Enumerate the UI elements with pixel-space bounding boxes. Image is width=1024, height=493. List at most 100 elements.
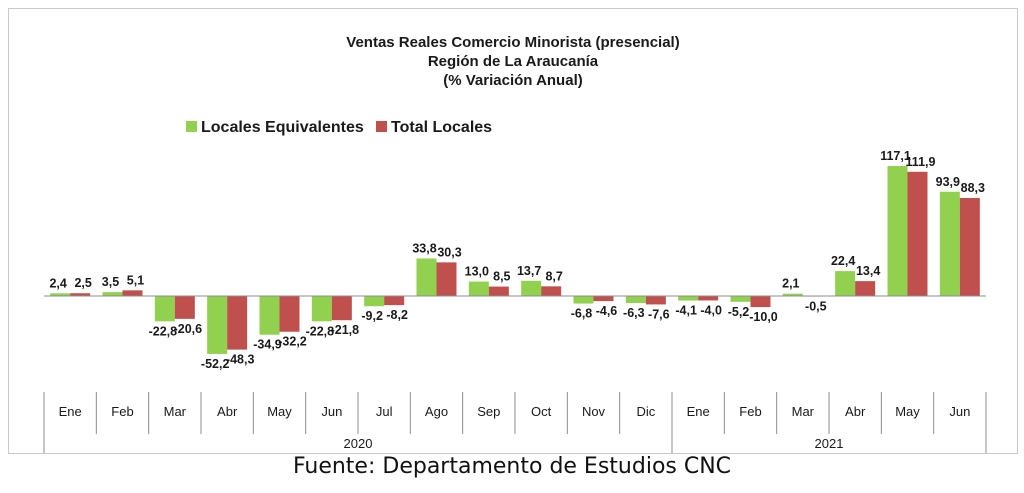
x-tick-label: May [267, 404, 292, 419]
data-labels: 2,4 2,5 3,5 5,1-22,8-20,6-52,2-48,3-34,9-32… [49, 149, 985, 371]
year-group-label: 2020 [344, 436, 373, 451]
data-label: -6,3 [623, 306, 645, 320]
chart-title-line: Región de La Araucanía [428, 53, 599, 70]
x-tick-label: Feb [739, 404, 761, 419]
data-label: 111,9 [906, 155, 936, 169]
x-tick-label: Sep [477, 404, 500, 419]
data-label: 33,8 [412, 241, 436, 255]
data-label: 5,1 [127, 273, 144, 287]
x-tick-label: Jun [949, 404, 970, 419]
x-tick-label: Oct [531, 404, 552, 419]
bar [436, 262, 457, 296]
data-label: 13,7 [517, 264, 541, 278]
data-label: 22,4 [831, 254, 855, 268]
data-label: 2,5 [74, 276, 91, 290]
data-label: 117,1 [880, 149, 911, 163]
legend-swatch [186, 121, 197, 132]
data-label: -22,8 [149, 324, 178, 338]
data-label: -7,6 [648, 307, 670, 321]
bar [750, 296, 771, 308]
bar [488, 286, 509, 296]
data-label: 93,9 [936, 175, 960, 189]
data-label: -5,2 [728, 305, 750, 319]
chart-title-line: (% Variación Anual) [443, 72, 582, 89]
legend-label: Total Locales [391, 119, 492, 136]
year-group-label: 2021 [815, 436, 844, 451]
chart-title: Ventas Reales Comercio Minorista (presen… [346, 34, 679, 89]
x-tick-label: Jul [376, 404, 393, 419]
data-label: -52,2 [201, 357, 230, 371]
x-tick-label: Mar [792, 404, 815, 419]
data-label: 13,4 [856, 264, 880, 278]
x-tick-label: Ene [687, 404, 710, 419]
data-label: -0,5 [805, 300, 827, 314]
legend: Locales Equivalentes Total Locales [186, 119, 492, 136]
bar [678, 296, 699, 301]
x-tick-label: Abr [217, 404, 238, 419]
bar [259, 296, 280, 335]
data-label: -6,8 [571, 307, 593, 321]
bar [835, 271, 856, 296]
data-label: -34,9 [253, 338, 282, 352]
x-axis: Ene Feb Mar Abr May Jun Jul Ago Sep Oct Nov Dic Ene F… [43, 295, 987, 453]
data-label: -4,1 [675, 304, 697, 318]
legend-swatch [376, 121, 387, 132]
x-tick-label: Nov [582, 404, 606, 419]
bar [227, 296, 248, 350]
data-label: -10,0 [749, 310, 778, 324]
data-label: -8,2 [386, 308, 408, 322]
data-label: -22,8 [306, 324, 335, 338]
bar [364, 296, 385, 307]
x-tick-label: Feb [111, 404, 133, 419]
bar [645, 296, 666, 305]
chart-frame: Ventas Reales Comercio Minorista (presen… [8, 8, 1018, 454]
bar [122, 290, 143, 296]
bar [521, 280, 542, 296]
bar [174, 296, 195, 319]
data-label: 8,5 [493, 270, 510, 284]
x-tick-label: May [895, 404, 920, 419]
x-tick-label: Mar [164, 404, 187, 419]
data-label: -48,3 [226, 353, 255, 367]
bar [70, 293, 91, 296]
chart: Ventas Reales Comercio Minorista (presen… [43, 34, 987, 453]
data-label: 30,3 [437, 245, 461, 259]
bar [541, 286, 562, 296]
bar [468, 281, 489, 296]
bar [730, 296, 751, 302]
bar [593, 296, 614, 302]
data-label: -4,6 [596, 304, 618, 318]
bar [102, 292, 123, 296]
bar [279, 296, 300, 332]
data-label: -20,6 [174, 322, 203, 336]
data-label: 2,4 [49, 276, 66, 290]
bar [207, 296, 228, 354]
legend-label: Locales Equivalentes [201, 119, 364, 136]
source-note: Fuente: Departamento de Estudios CNC [292, 454, 732, 479]
bar [416, 258, 437, 296]
data-label: 2,1 [782, 277, 799, 291]
bar [782, 293, 803, 296]
x-tick-label: Abr [845, 404, 866, 419]
bar [154, 296, 175, 322]
x-tick-label: Ene [59, 404, 82, 419]
data-label: -21,8 [331, 323, 360, 337]
x-tick-label: Ago [425, 404, 448, 419]
bar [939, 191, 960, 296]
data-label: -9,2 [361, 309, 383, 323]
bar [50, 293, 71, 296]
bar [331, 296, 352, 321]
bar [887, 166, 908, 296]
x-tick-label: Jun [321, 404, 342, 419]
bar [311, 296, 332, 322]
bar [855, 281, 876, 296]
x-tick-label: Dic [636, 404, 655, 419]
data-label: 13,0 [465, 265, 489, 279]
data-label: -32,2 [278, 335, 307, 349]
chart-title-line: Ventas Reales Comercio Minorista (presen… [346, 34, 679, 51]
bar [384, 296, 405, 306]
data-label: 8,7 [545, 269, 562, 283]
data-label: 88,3 [961, 181, 985, 195]
data-label: -4,0 [700, 303, 722, 317]
bar [959, 197, 980, 296]
